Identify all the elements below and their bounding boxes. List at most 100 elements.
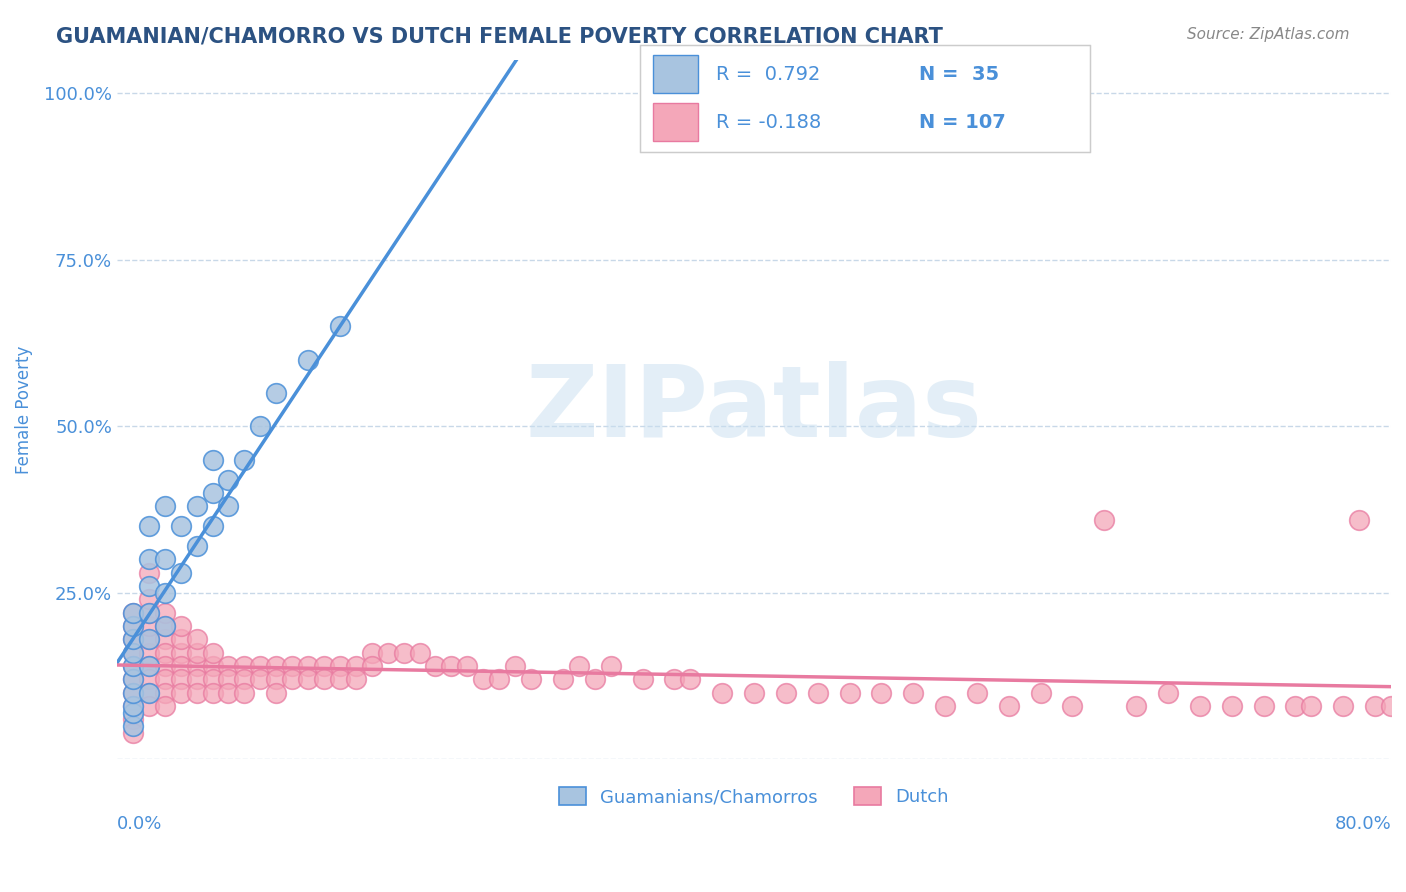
Text: ZIPatlas: ZIPatlas: [526, 361, 983, 458]
Point: [138, 519, 160, 533]
Point: [153, 673, 176, 687]
Point: [233, 452, 256, 467]
Legend: Guamanians/Chamorros, Dutch: Guamanians/Chamorros, Dutch: [551, 780, 956, 814]
Point: [201, 646, 224, 660]
Point: [377, 646, 399, 660]
Point: [138, 659, 160, 673]
Point: [1331, 699, 1354, 714]
Point: [153, 586, 176, 600]
Text: R =  0.792: R = 0.792: [716, 65, 821, 84]
Point: [122, 619, 145, 633]
Point: [122, 673, 145, 687]
Point: [122, 713, 145, 727]
Point: [312, 659, 335, 673]
Point: [170, 659, 193, 673]
Point: [775, 686, 797, 700]
Point: [312, 673, 335, 687]
Point: [201, 486, 224, 500]
Point: [1029, 686, 1052, 700]
Point: [1379, 699, 1402, 714]
Point: [344, 659, 367, 673]
Point: [297, 659, 319, 673]
Point: [249, 659, 271, 673]
Point: [186, 659, 208, 673]
Point: [551, 673, 574, 687]
Point: [122, 619, 145, 633]
Point: [934, 699, 956, 714]
Point: [201, 686, 224, 700]
Point: [138, 632, 160, 647]
Point: [153, 686, 176, 700]
Point: [153, 646, 176, 660]
Point: [138, 659, 160, 673]
Text: Source: ZipAtlas.com: Source: ZipAtlas.com: [1187, 27, 1350, 42]
Point: [503, 659, 526, 673]
Point: [392, 646, 415, 660]
Point: [186, 499, 208, 513]
FancyBboxPatch shape: [654, 55, 699, 93]
Point: [122, 606, 145, 620]
Point: [870, 686, 893, 700]
Point: [122, 606, 145, 620]
Y-axis label: Female Poverty: Female Poverty: [15, 345, 32, 474]
Point: [122, 632, 145, 647]
Point: [186, 646, 208, 660]
Point: [711, 686, 734, 700]
Point: [264, 686, 287, 700]
Point: [679, 673, 702, 687]
Point: [122, 699, 145, 714]
Point: [249, 673, 271, 687]
Point: [138, 686, 160, 700]
Text: N =  35: N = 35: [918, 65, 998, 84]
Point: [201, 452, 224, 467]
Point: [1301, 699, 1323, 714]
Point: [122, 632, 145, 647]
Point: [329, 673, 352, 687]
Point: [1220, 699, 1243, 714]
Point: [360, 659, 382, 673]
Point: [807, 686, 830, 700]
Point: [186, 686, 208, 700]
Point: [138, 566, 160, 580]
Text: GUAMANIAN/CHAMORRO VS DUTCH FEMALE POVERTY CORRELATION CHART: GUAMANIAN/CHAMORRO VS DUTCH FEMALE POVER…: [56, 27, 943, 46]
Point: [138, 606, 160, 620]
Point: [170, 619, 193, 633]
Point: [122, 659, 145, 673]
Point: [186, 539, 208, 553]
Point: [217, 499, 239, 513]
Point: [456, 659, 478, 673]
Point: [472, 673, 495, 687]
Point: [170, 566, 193, 580]
Point: [408, 646, 430, 660]
Point: [249, 419, 271, 434]
Point: [138, 673, 160, 687]
Point: [153, 619, 176, 633]
Point: [233, 673, 256, 687]
Point: [138, 619, 160, 633]
Point: [217, 659, 239, 673]
Point: [122, 673, 145, 687]
Point: [170, 632, 193, 647]
Point: [1348, 512, 1371, 526]
Point: [264, 659, 287, 673]
Point: [170, 686, 193, 700]
Point: [264, 385, 287, 400]
Point: [217, 673, 239, 687]
Point: [664, 673, 686, 687]
Text: 80.0%: 80.0%: [1334, 815, 1391, 833]
Point: [264, 673, 287, 687]
Point: [440, 659, 463, 673]
Point: [217, 686, 239, 700]
Point: [122, 726, 145, 740]
Point: [520, 673, 543, 687]
Point: [1253, 699, 1275, 714]
FancyBboxPatch shape: [654, 103, 699, 141]
Point: [297, 352, 319, 367]
Point: [138, 579, 160, 593]
Point: [138, 552, 160, 566]
Point: [1092, 512, 1115, 526]
Point: [153, 499, 176, 513]
Point: [583, 673, 606, 687]
Point: [903, 686, 925, 700]
Point: [122, 659, 145, 673]
